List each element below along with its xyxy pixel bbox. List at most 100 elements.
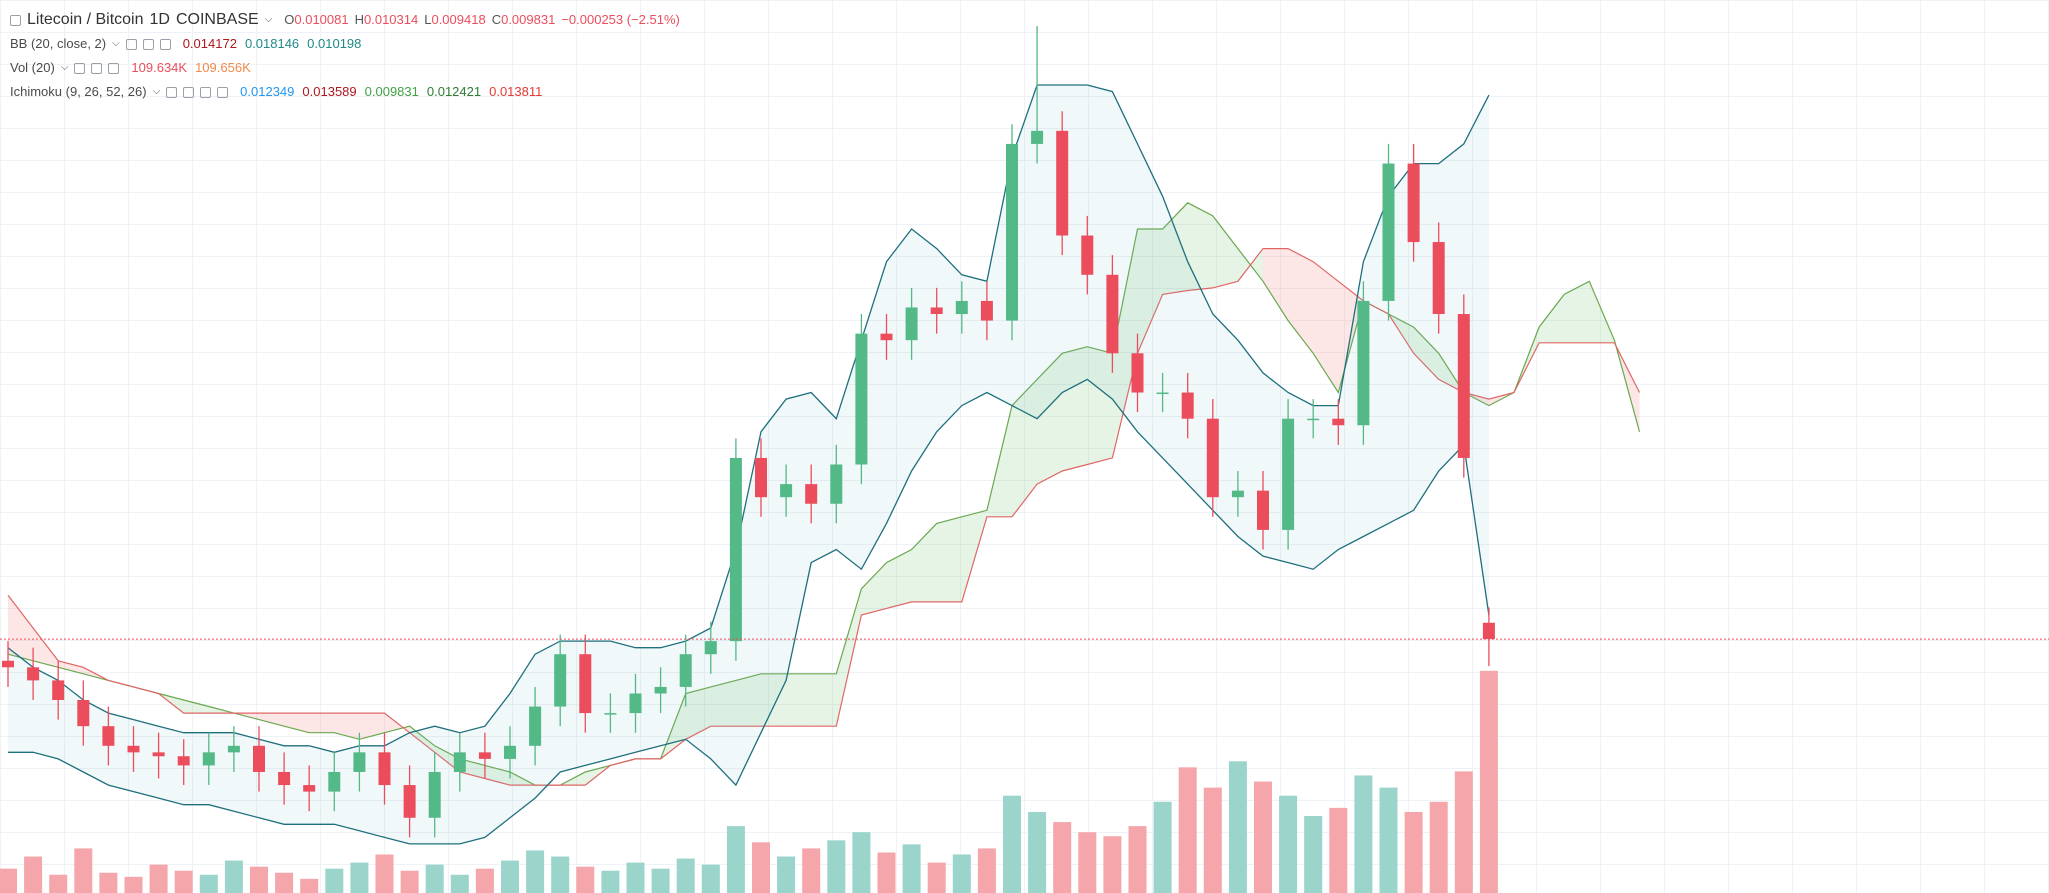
volume-bar [977, 848, 996, 893]
cloud-segment [1564, 281, 1590, 343]
volume-bar [300, 878, 319, 893]
volume-bar [1153, 801, 1172, 893]
volume-bar [1203, 787, 1222, 893]
ohlc: O0.010081 H0.010314 L0.009418 C0.009831 [278, 8, 555, 32]
eye-button[interactable] [125, 38, 137, 50]
volume-bar [1429, 801, 1448, 893]
eye-button[interactable] [166, 86, 178, 98]
volume-bar [827, 840, 846, 893]
volume-bar [1329, 807, 1348, 893]
cloud-segment [359, 713, 385, 740]
cloud-segment [936, 516, 962, 602]
indicator-value: 109.634K [131, 60, 188, 75]
indicator-label[interactable]: Ichimoku (9, 26, 52, 26) [10, 84, 147, 99]
volume-bar [526, 850, 545, 893]
band-fill [8, 85, 1489, 844]
candle-body [1131, 353, 1144, 393]
candle-body [1006, 143, 1018, 321]
volume-bar [902, 844, 921, 893]
cloud-segment [911, 523, 937, 602]
volume-bar [99, 872, 118, 893]
candle-body [127, 745, 140, 753]
ohlc-value: 0.010314 [364, 12, 419, 27]
volume-bar [149, 864, 168, 893]
candle-body [353, 752, 366, 772]
cloud-segment [836, 588, 862, 727]
ichimoku-row: Ichimoku (9, 26, 52, 26) ⌵ 0.012349 0.0135… [10, 80, 680, 104]
volume-bar [501, 860, 519, 893]
candle-body [1156, 392, 1169, 395]
candle-body [1282, 418, 1295, 530]
candle-body [579, 654, 592, 714]
volume-bar [1078, 832, 1097, 893]
candle-body [428, 771, 441, 818]
candle-body [629, 693, 642, 714]
candle-body [27, 667, 40, 681]
collapse-button[interactable] [10, 14, 21, 26]
volume-bar [275, 872, 294, 893]
volume-bar [752, 842, 770, 893]
indicator-value: 0.013589 [302, 84, 357, 99]
volume-bar [0, 868, 17, 893]
candle-body [152, 752, 165, 757]
cloud-segment [1112, 228, 1138, 458]
candle-body [855, 333, 868, 465]
candle-body [905, 307, 918, 341]
cloud-segment [685, 686, 711, 740]
volume-bar [1103, 836, 1122, 893]
candle-body [780, 484, 793, 498]
volume-bar [1279, 795, 1298, 893]
volume-bar [1178, 767, 1197, 893]
ohlc-value: 0.009831 [501, 12, 556, 27]
close-button[interactable] [217, 86, 229, 98]
candle-body [227, 745, 240, 753]
close-button[interactable] [108, 62, 120, 74]
indicator-label[interactable]: BB (20, close, 2) [10, 36, 107, 51]
cloud-segment [1062, 346, 1088, 472]
format-button[interactable] [200, 86, 212, 98]
close-button[interactable] [159, 38, 171, 50]
volume-bar [350, 862, 369, 893]
indicator-value: 0.014172 [182, 36, 237, 51]
bb-row: BB (20, close, 2) ⌵ 0.014172 0.018146 0.010… [10, 32, 680, 56]
settings-button[interactable] [91, 62, 103, 74]
volume-bar [701, 864, 720, 893]
candle-body [77, 700, 90, 727]
cloud-segment [1012, 379, 1038, 517]
volume-bar [250, 866, 268, 893]
cloud-segment [861, 562, 887, 615]
candle-body [830, 464, 843, 504]
candle-body [1031, 130, 1044, 144]
candle-body [1106, 274, 1119, 354]
candle-body [102, 726, 115, 746]
cloud-segment [710, 680, 736, 727]
ohlc-key: H [354, 12, 364, 27]
volume-bar [1254, 781, 1272, 893]
volume-bar [49, 874, 68, 893]
ohlc-key: L [424, 12, 432, 27]
settings-button[interactable] [142, 38, 154, 50]
volume-bar [425, 864, 444, 893]
candle-body [453, 752, 466, 772]
volume-bar [400, 870, 419, 893]
eye-button[interactable] [74, 62, 86, 74]
dropdown[interactable]: ⌵ [152, 86, 161, 97]
interval[interactable]: 1D [149, 11, 170, 28]
candle-body [1081, 235, 1094, 275]
dropdown[interactable]: ⌵ [264, 14, 273, 25]
indicator-value: 0.009831 [364, 84, 419, 99]
candle-body [52, 680, 65, 701]
volume-bar [325, 868, 344, 893]
settings-button[interactable] [183, 86, 195, 98]
candle-body [1307, 418, 1320, 421]
volume-bar [726, 826, 745, 893]
cloud-segment [1087, 346, 1113, 465]
volume-bar [1379, 787, 1398, 893]
candle-body [1357, 300, 1370, 426]
candle-body [805, 484, 818, 504]
cloud-segment [259, 713, 285, 727]
dropdown[interactable]: ⌵ [112, 38, 120, 49]
candle-body [679, 654, 692, 687]
dropdown[interactable]: ⌵ [60, 62, 69, 73]
indicator-label[interactable]: Vol (20) [10, 60, 55, 75]
